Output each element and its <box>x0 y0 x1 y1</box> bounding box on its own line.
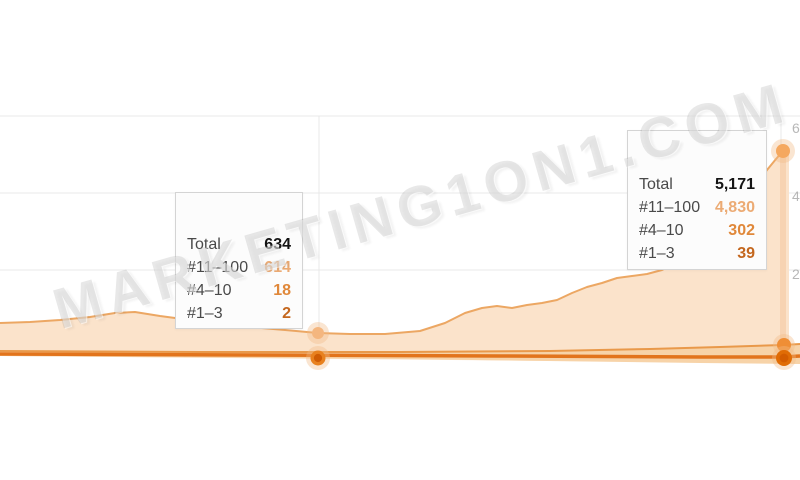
tooltip-row-label: Total <box>639 176 673 193</box>
tooltip-row-value: 4,830 <box>714 199 755 216</box>
tooltip-row-value: 5,171 <box>714 176 755 193</box>
tooltip-row-label: #4–10 <box>639 222 684 239</box>
tooltip-row: #11–100 4,830 <box>639 196 755 219</box>
tooltip-row-value: 2 <box>282 305 291 322</box>
data-point-dot[interactable] <box>777 338 791 352</box>
data-point-dot-core <box>779 353 789 363</box>
tooltip-row-label: Total <box>187 236 221 253</box>
tooltip-row-value: 614 <box>264 259 291 276</box>
tooltip-row: Total 634 <box>187 233 291 256</box>
tooltip-row: #1–3 2 <box>187 302 291 325</box>
tooltip-row-value: 18 <box>273 282 291 299</box>
y-axis-label-partial: 4 <box>792 189 800 203</box>
tooltip-row-label: #11–100 <box>187 259 249 276</box>
hover-tooltip-first-point: Total 634 #11–100 614 #4–10 18 #1–3 2 <box>175 192 303 329</box>
tooltip-row-label: #1–3 <box>187 305 223 322</box>
hover-crosshair-band <box>780 158 786 354</box>
y-axis-label-partial: 6 <box>792 121 800 135</box>
y-axis-label-partial: 2 <box>792 267 800 281</box>
line-rank-4-10 <box>0 343 800 353</box>
tooltip-row-value: 302 <box>728 222 755 239</box>
area-rank-11-100 <box>0 151 789 363</box>
tooltip-row: #11–100 614 <box>187 256 291 279</box>
tooltip-row-value: 39 <box>737 245 755 262</box>
tooltip-row: #1–3 39 <box>639 242 755 265</box>
data-point-dot[interactable] <box>312 327 324 339</box>
hover-tooltip-last-point: Total 5,171 #11–100 4,830 #4–10 302 #1–3… <box>627 130 767 270</box>
data-point-dot-core <box>313 353 323 363</box>
tooltip-row-label: #1–3 <box>639 245 675 262</box>
tooltip-row: #4–10 18 <box>187 279 291 302</box>
data-point-dot[interactable] <box>776 144 790 158</box>
tooltip-row-label: #11–100 <box>639 199 701 216</box>
tooltip-row-label: #4–10 <box>187 282 232 299</box>
tooltip-row-value: 634 <box>264 236 291 253</box>
tooltip-row: Total 5,171 <box>639 173 755 196</box>
tooltip-row: #4–10 302 <box>639 219 755 242</box>
